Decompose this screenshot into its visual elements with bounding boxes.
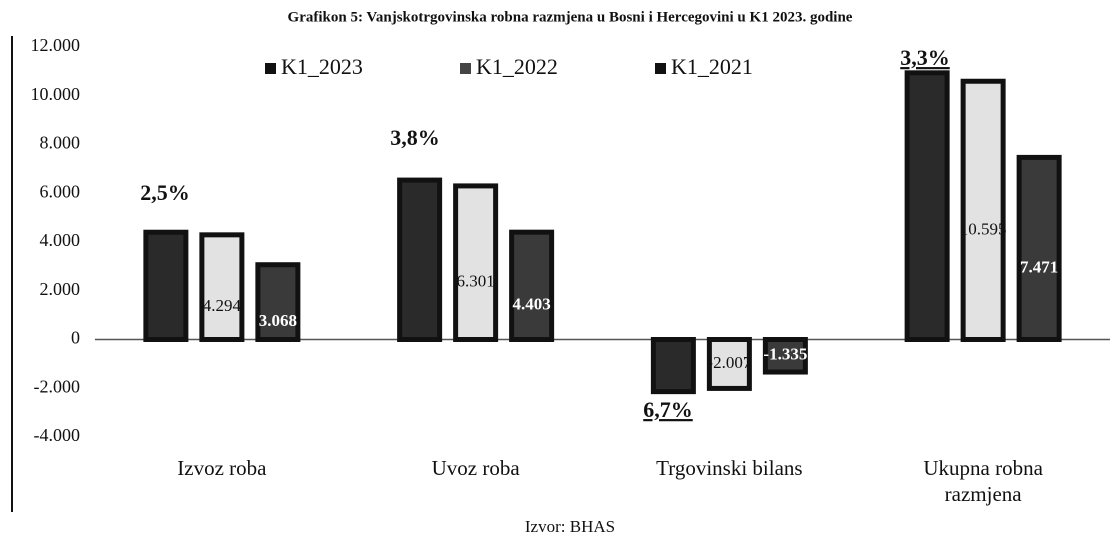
bar [453,183,499,342]
bar [143,229,189,343]
bar [762,337,808,375]
y-tick-label: 8.000 [40,133,81,153]
y-tick-label: -2.000 [34,376,81,396]
annotation: 3,8% [390,125,440,150]
bar [650,337,696,395]
annotation: 2,5% [140,180,190,205]
y-tick-label: 12.000 [31,35,81,55]
data-label: -1.335 [763,345,807,364]
annotation: 6,7% [643,397,693,422]
y-tick-label: 10.000 [31,84,81,104]
data-label: -2.007 [707,353,751,372]
x-tick-label: Uvoz roba [432,456,521,480]
legend-label: K1_2021 [671,54,753,79]
legend-label: K1_2022 [476,54,558,79]
bar [706,337,752,391]
x-tick-label: Trgovinski bilans [656,456,802,480]
legend-swatch [265,63,276,74]
data-label: 7.471 [1020,257,1058,276]
data-label: 4.403 [513,295,551,314]
bar [255,262,301,342]
legend-swatch [655,63,666,74]
x-tick-label: Izvoz roba [177,456,267,480]
legend-label: K1_2023 [281,54,363,79]
annotation: 3,3% [900,45,950,70]
data-label: 4.294 [203,296,242,315]
y-tick-label: -4.000 [34,425,81,445]
y-tick-label: 0 [71,328,80,348]
y-tick-label: 2.000 [40,279,81,299]
bar [904,70,950,343]
bar [509,229,555,343]
bar [397,177,443,342]
x-tick-label: Ukupna robna razmjena [923,456,1043,506]
bar [1016,154,1062,342]
data-label: 6.301 [457,272,495,291]
y-tick-label: 4.000 [40,230,81,250]
legend-swatch [460,63,471,74]
chart-title: Grafikon 5: Vanjskotrgovinska robna razm… [288,9,853,25]
source: Izvor: BHAS [525,517,615,536]
y-tick-label: 6.000 [40,181,81,201]
bar [199,232,245,343]
data-label: 10.595 [960,219,1007,238]
bar [960,78,1006,342]
data-label: 3.068 [259,311,297,330]
